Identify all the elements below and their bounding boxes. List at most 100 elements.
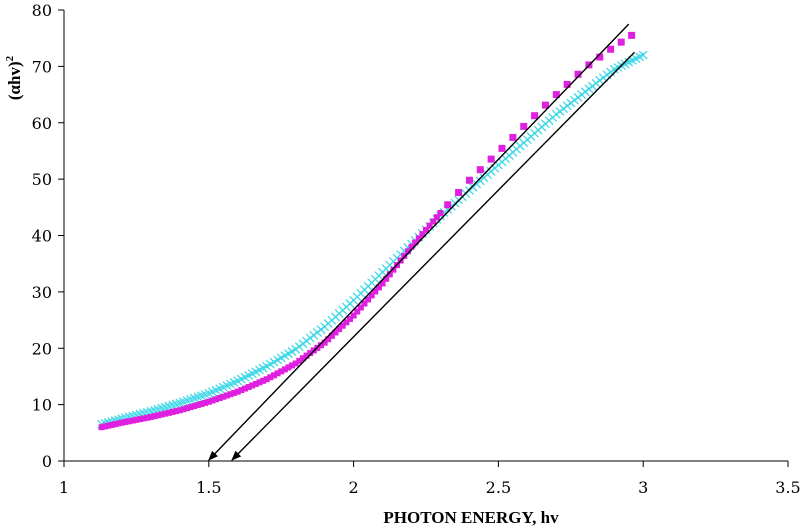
data-point-magenta [242, 385, 248, 392]
data-point-magenta [318, 342, 325, 349]
data-point-magenta [552, 91, 560, 99]
data-point-magenta [140, 415, 147, 422]
data-point-magenta [455, 189, 463, 197]
data-point-magenta [198, 400, 205, 407]
data-point-magenta [213, 396, 220, 403]
data-point-cyan [638, 50, 648, 60]
y-tick-label: 30 [32, 283, 52, 302]
data-point-magenta [137, 416, 144, 423]
y-tick-label: 60 [32, 114, 52, 133]
data-point-magenta [118, 419, 125, 426]
data-point-magenta [147, 414, 154, 421]
data-point-magenta [476, 166, 484, 174]
data-point-magenta [245, 384, 252, 391]
y-tick-label: 50 [32, 170, 52, 189]
y-tick-label: 40 [32, 227, 52, 246]
data-point-magenta [263, 376, 270, 383]
data-point-magenta [375, 284, 382, 291]
data-point-magenta [325, 336, 332, 343]
x-tick-label: 2.5 [486, 478, 511, 497]
y-axis-title-superscript: 2 [4, 55, 16, 61]
data-point-magenta [184, 405, 191, 412]
x-axis-title: PHOTON ENERGY, hv [383, 508, 559, 527]
data-point-magenta [98, 424, 105, 431]
data-point-magenta [126, 418, 133, 425]
data-point-magenta [151, 413, 158, 420]
data-point-magenta [256, 379, 263, 386]
data-point-magenta [129, 417, 136, 424]
data-point-magenta [307, 350, 314, 357]
y-tick-label: 0 [42, 452, 52, 471]
data-point-magenta [354, 308, 361, 315]
data-point-magenta [628, 31, 636, 39]
data-point-magenta [339, 322, 346, 329]
data-point-magenta [176, 407, 183, 414]
data-point-magenta [249, 382, 256, 389]
data-point-magenta [415, 235, 422, 242]
y-tick-label: 70 [32, 57, 52, 76]
data-point-magenta [372, 288, 379, 295]
data-point-magenta [292, 360, 299, 367]
data-point-magenta [267, 374, 274, 381]
axes [58, 9, 789, 467]
data-point-magenta [173, 408, 180, 415]
y-tick-label: 20 [32, 339, 52, 358]
data-point-magenta [227, 391, 234, 398]
data-point-magenta [274, 370, 281, 377]
data-point-magenta [223, 392, 230, 399]
data-point-magenta [357, 304, 364, 311]
data-point-magenta [321, 339, 328, 346]
data-point-magenta [105, 422, 112, 429]
fit-line-2 [231, 51, 636, 461]
data-point-magenta [430, 218, 437, 225]
data-point-magenta [231, 389, 238, 396]
data-point-magenta [368, 292, 375, 299]
data-point-magenta [108, 421, 115, 428]
data-point-magenta [205, 398, 212, 405]
x-tick-label: 3.5 [775, 478, 800, 497]
data-point-magenta [180, 406, 187, 413]
tick-labels: 1 1.5 2 2.5 3 3.5 0 10 20 30 40 50 60 70 80 [32, 1, 801, 497]
x-tick-label: 3 [638, 478, 648, 497]
data-point-magenta [520, 122, 528, 130]
data-point-magenta [433, 214, 440, 221]
data-point-magenta [115, 420, 122, 427]
y-tick-label: 10 [32, 396, 52, 415]
data-point-magenta [596, 53, 604, 61]
y-axis-title: (αhv)2 [4, 55, 24, 100]
data-point-magenta [509, 133, 517, 141]
data-point-magenta [412, 239, 419, 246]
data-point-magenta [191, 403, 198, 410]
data-point-magenta [281, 366, 288, 373]
data-point-magenta [270, 372, 277, 379]
data-point-magenta [365, 296, 372, 303]
data-point-magenta [216, 395, 223, 402]
x-tick-label: 1 [59, 478, 69, 497]
data-point-magenta [278, 368, 285, 375]
data-point-magenta [299, 355, 306, 362]
data-point-magenta [444, 201, 452, 209]
data-point-magenta [285, 364, 292, 371]
data-point-magenta [336, 326, 343, 333]
data-point-magenta [386, 271, 393, 278]
data-point-magenta [401, 252, 408, 259]
data-point-magenta [144, 414, 151, 421]
data-point-magenta [423, 226, 429, 233]
data-point-magenta [162, 410, 169, 417]
data-point-magenta [531, 112, 539, 120]
data-point-magenta [296, 357, 303, 364]
data-point-magenta [390, 266, 397, 273]
data-point-magenta [260, 377, 267, 384]
y-tick-label: 80 [32, 1, 52, 20]
data-point-magenta [574, 70, 582, 78]
data-point-magenta [498, 144, 506, 152]
data-point-magenta [303, 352, 310, 359]
data-point-magenta [607, 45, 615, 53]
data-point-magenta [419, 231, 426, 238]
data-point-magenta [202, 399, 209, 406]
data-point-magenta [187, 404, 194, 411]
data-point-magenta [209, 397, 216, 404]
data-point-magenta [437, 209, 444, 216]
data-point-magenta [194, 401, 201, 408]
data-point-magenta [350, 312, 357, 319]
